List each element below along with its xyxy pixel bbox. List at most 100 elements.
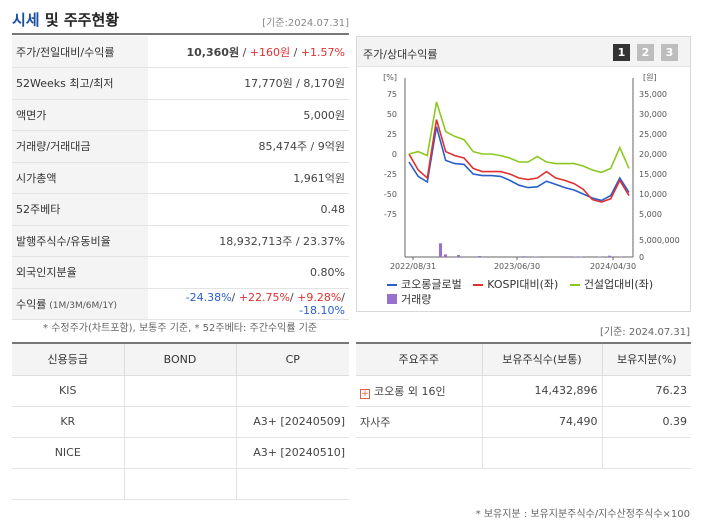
- chart-page-1-button[interactable]: 1: [613, 44, 630, 61]
- chart-page-2-button[interactable]: 2: [637, 44, 654, 61]
- summary-value-part: 1,961억원: [293, 171, 345, 185]
- chart-panel: 주가/상대수익률 1 2 3 [%] [원] 75 50 25 0 -25 -50 -75 35,…: [356, 36, 691, 312]
- holders-header: 보유지분(%): [602, 343, 691, 376]
- holder-row: + 코오롱 외 16인 14,432,896 76.23: [356, 375, 691, 407]
- title-divider: [12, 33, 349, 35]
- legend-label: 건설업대비(좌): [583, 278, 654, 291]
- holder-name: 코오롱 외 16인: [374, 384, 446, 398]
- left-tick-label: 25: [387, 130, 397, 139]
- summary-value: 1,961억원: [148, 162, 349, 194]
- volume-bar: [439, 243, 442, 257]
- summary-note: * 수정주가(차트포함), 보통주 기준, * 52주베타: 주간수익률 기준: [43, 323, 318, 334]
- chart-page-3-button[interactable]: 3: [661, 44, 678, 61]
- x-tick-label: 2022/08/31: [390, 262, 436, 271]
- holders-header: 보유주식수(보통): [482, 343, 603, 376]
- right-tick-label: 10,000: [639, 190, 667, 199]
- summary-value: 5,000원: [148, 99, 349, 131]
- base-date: [기준:2024.07.31]: [262, 18, 349, 29]
- summary-value: -24.38%/ +22.75%/ +9.28%/ -18.10%: [148, 288, 349, 320]
- volume-bar: [444, 254, 447, 257]
- chart-legend: 코오롱글로벌 KOSPI대비(좌) 건설업대비(좌) 거래량: [387, 277, 687, 307]
- summary-row: 액면가 5,000원: [12, 99, 349, 131]
- summary-label-text: 액면가: [16, 108, 47, 122]
- legend-item: 건설업대비(좌): [569, 277, 654, 292]
- summary-label: 52주베타: [12, 193, 148, 226]
- summary-row: 외국인지분율 0.80%: [12, 256, 349, 289]
- summary-label: 액면가: [12, 99, 148, 131]
- right-tick-label: 20,000: [639, 150, 667, 159]
- summary-value-part: +9.28%: [297, 290, 342, 304]
- credit-row: [12, 468, 349, 500]
- volume-bar: [478, 256, 481, 257]
- credit-row: NICE A3+ [20240510]: [12, 437, 349, 469]
- holder-name-cell: + 코오롱 외 16인: [356, 375, 483, 407]
- summary-value-part: +22.75%: [238, 290, 290, 304]
- legend-item: 거래량: [387, 292, 431, 307]
- x-tick-label: 2024/04/30: [590, 262, 636, 271]
- credit-cell: A3+ [20240510]: [236, 437, 349, 469]
- summary-row: 주가/전일대비/수익률 10,360원 / +160원 / +1.57%: [12, 36, 349, 68]
- summary-label-text: 주가/전일대비/수익률: [16, 45, 115, 59]
- legend-line-red: [473, 284, 484, 286]
- right-tick-label: 5,000: [639, 210, 662, 219]
- summary-label: 외국인지분율: [12, 256, 148, 289]
- holder-shares: 14,432,896: [482, 375, 603, 407]
- chart-title: 주가/상대수익률: [363, 48, 438, 61]
- right-axis-unit: [원]: [643, 73, 657, 82]
- summary-value: 0.48: [148, 193, 349, 226]
- major-holders-table: 주요주주 보유주식수(보통) 보유지분(%) + 코오롱 외 16인 14,432,…: [356, 342, 691, 469]
- summary-label-text: 외국인지분율: [16, 266, 77, 280]
- left-tick-label: -25: [384, 170, 397, 179]
- series-line: [408, 126, 630, 202]
- credit-cell: [236, 375, 349, 407]
- left-axis-unit: [%]: [383, 73, 397, 82]
- summary-value-part: /: [239, 45, 250, 59]
- x-tick-label: 2023/06/30: [494, 262, 540, 271]
- left-tick-label: -50: [384, 190, 397, 199]
- holders-header: 주요주주: [356, 343, 483, 376]
- credit-cell: [12, 468, 125, 500]
- summary-value-part: 18,932,713주 / 23.37%: [219, 234, 345, 248]
- credit-cell: KR: [12, 406, 125, 438]
- right-tick-label: 15,000: [639, 170, 667, 179]
- credit-cell: [124, 437, 237, 469]
- credit-cell: [124, 406, 237, 438]
- summary-value: 17,770원 / 8,170원: [148, 67, 349, 100]
- summary-value-part: 0.48: [320, 202, 346, 216]
- volume-bar: [608, 255, 611, 257]
- legend-box-purple: [387, 294, 397, 304]
- left-tick-label: 0: [392, 150, 397, 159]
- holder-row: [356, 437, 691, 469]
- left-tick-label: 75: [387, 90, 397, 99]
- summary-value-part: +160원: [249, 45, 291, 59]
- volume-bar: [522, 256, 525, 257]
- holder-name: 자사주: [360, 415, 391, 429]
- summary-row: 52Weeks 최고/최저 17,770원 / 8,170원: [12, 67, 349, 100]
- title-sub: 및 주주현황: [39, 11, 120, 29]
- summary-label: 주가/전일대비/수익률: [12, 36, 148, 68]
- summary-row: 거래량/거래대금 85,474주 / 9억원: [12, 130, 349, 163]
- credit-cell: KIS: [12, 375, 125, 407]
- volume-bar: [563, 256, 566, 257]
- section-title: 시세 및 주주현황 [기준:2024.07.31]: [12, 9, 349, 33]
- summary-value-part: /: [231, 290, 239, 304]
- summary-value: 85,474주 / 9억원: [148, 130, 349, 163]
- summary-label-text: 발행주식수/유동비율: [16, 234, 111, 248]
- summary-row: 52주베타 0.48: [12, 193, 349, 226]
- legend-label: 거래량: [401, 293, 432, 306]
- summary-value: 0.80%: [148, 256, 349, 289]
- right-tick-label: 30,000: [639, 110, 667, 119]
- holder-row: 자사주 74,490 0.39: [356, 406, 691, 438]
- summary-value-part: 10,360원: [186, 45, 240, 59]
- chart-header: 주가/상대수익률 1 2 3: [357, 37, 690, 67]
- holder-shares: 74,490: [482, 406, 603, 438]
- expand-icon[interactable]: +: [360, 388, 370, 399]
- summary-label-text: 52주베타: [16, 203, 61, 217]
- summary-label-text: 시가총액: [16, 171, 57, 185]
- base-date-2: [기준: 2024.07.31]: [599, 327, 690, 338]
- summary-value-part: -18.10%: [299, 303, 345, 317]
- legend-line-green: [569, 284, 580, 286]
- summary-value-part: +1.57%: [300, 45, 345, 59]
- volume-tick-label: 5,000,000: [639, 236, 680, 245]
- volume-tick-label: 0: [639, 253, 644, 262]
